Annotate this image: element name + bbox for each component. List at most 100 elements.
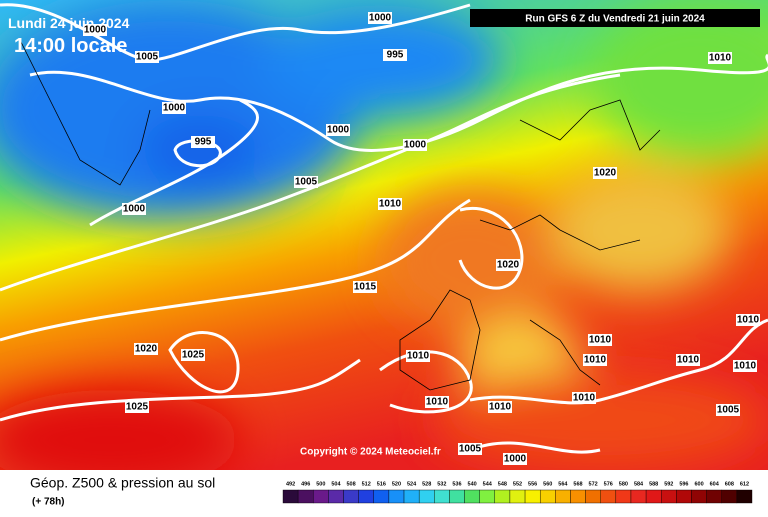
legend-value: 560 (543, 481, 552, 487)
legend-swatch (706, 489, 722, 504)
isobar-label-bg (488, 401, 512, 413)
isobar-label: 1005 (136, 52, 159, 63)
footer-title: Géop. Z500 & pression au sol (30, 475, 215, 491)
isobar-label: 1000 (84, 25, 107, 36)
isobar-label: 1005 (717, 405, 740, 416)
isobar-label: 1020 (135, 344, 158, 355)
isobar-label: 1010 (709, 53, 732, 64)
isobar-label: 1025 (182, 350, 205, 361)
legend-swatch (539, 489, 556, 504)
isobar-label-bg (162, 102, 186, 114)
legend-value: 584 (634, 481, 644, 487)
isobar-label-bg (125, 401, 149, 413)
legend-value: 500 (316, 481, 325, 487)
legend-value: 588 (649, 481, 658, 487)
isobar-label-bg (588, 334, 612, 346)
legend-swatch (358, 489, 374, 504)
isobar-label-bg (134, 343, 158, 355)
legend-swatch (434, 489, 450, 504)
isobar-label: 1010 (589, 335, 612, 346)
isobar-label-bg (572, 392, 596, 404)
isobar-label: 995 (387, 50, 404, 61)
isobar-label-bg (708, 52, 732, 64)
legend-swatch (661, 489, 677, 504)
legend-value: 516 (377, 481, 386, 487)
legend-swatch (691, 489, 707, 504)
isobar-label-bg (458, 443, 482, 455)
isobar-label: 995 (195, 137, 212, 148)
legend-swatch (479, 489, 496, 504)
isobar-label: 1010 (407, 351, 430, 362)
valid-date: Lundi 24 juin 2024 (8, 15, 130, 31)
isobar-label-bg (294, 176, 318, 188)
legend-value: 544 (483, 481, 493, 487)
isobar-label: 1000 (123, 204, 146, 215)
coastlines (19, 39, 661, 391)
legend-value: 580 (619, 481, 628, 487)
legend-value: 604 (710, 481, 720, 487)
isobar-label: 1010 (737, 315, 760, 326)
legend-value: 536 (452, 481, 461, 487)
legend-value: 572 (589, 481, 598, 487)
isobar-label: 1010 (426, 397, 449, 408)
isobar-label: 1000 (327, 125, 350, 136)
legend-swatch (600, 489, 617, 504)
isobar-label-bg (733, 360, 757, 372)
legend-swatch (509, 489, 526, 504)
legend-swatch (297, 489, 314, 504)
isobar-label-bg (326, 124, 350, 136)
isobar-label-bg (378, 198, 402, 210)
isobar-label-bg (191, 136, 215, 148)
legend-value: 612 (740, 481, 749, 487)
legend-value: 492 (286, 481, 295, 487)
isobar-label-bg (496, 259, 520, 271)
isobar-labels: 1000 1005 1000 995 1010 1000 995 1000 1000 1005 10… (83, 12, 760, 465)
legend-value: 496 (301, 481, 310, 487)
legend-value: 600 (694, 481, 703, 487)
isobar-label: 1020 (497, 260, 520, 271)
legend-swatch (343, 489, 359, 504)
legend-swatch (585, 489, 601, 504)
legend-swatch (388, 489, 405, 504)
legend-swatch (570, 489, 586, 504)
legend-swatch (328, 489, 344, 504)
isobar-label-bg (503, 453, 527, 465)
legend-swatch (615, 489, 632, 504)
legend-value: 576 (604, 481, 613, 487)
legend-swatch (494, 489, 511, 504)
legend-value: 512 (362, 481, 371, 487)
isobar-label-bg (383, 49, 407, 61)
isobar-label-bg (135, 51, 159, 63)
legend-value: 592 (664, 481, 673, 487)
color-legend: 492 496 500 504 508 512 516 520 524 528 532 536 540 5… (282, 481, 753, 504)
legend-swatch (721, 489, 738, 504)
isobar-label-bg (83, 24, 107, 36)
copyright: Copyright © 2024 Meteociel.fr (300, 447, 441, 458)
isobar-label-bg (583, 354, 607, 366)
legend-value: 564 (558, 481, 568, 487)
isobar-label-bg (676, 354, 700, 366)
legend-swatch (313, 489, 329, 504)
legend-value: 508 (346, 481, 355, 487)
isobar-label-bg (353, 281, 377, 293)
legend-value: 520 (392, 481, 401, 487)
isobar-label-bg (181, 349, 205, 361)
isobar-label: 1010 (489, 402, 512, 413)
isobar-label: 1000 (504, 454, 527, 465)
legend-swatch (630, 489, 647, 504)
legend-swatch (464, 489, 480, 504)
legend-swatch (736, 489, 753, 504)
isobar-label: 1010 (734, 361, 757, 372)
legend-value: 532 (437, 481, 446, 487)
local-time: 14:00 locale (14, 35, 127, 57)
isobar-label-bg (368, 12, 392, 24)
legend-swatch (555, 489, 571, 504)
isobar-label-bg (716, 404, 740, 416)
legend-swatch (373, 489, 390, 504)
isobar-label-bg (406, 350, 430, 362)
isobar-label-bg (425, 396, 449, 408)
legend-value: 548 (498, 481, 507, 487)
legend-swatch (524, 489, 541, 504)
isobar-label: 1010 (677, 355, 700, 366)
isobar-label: 1000 (369, 13, 392, 24)
